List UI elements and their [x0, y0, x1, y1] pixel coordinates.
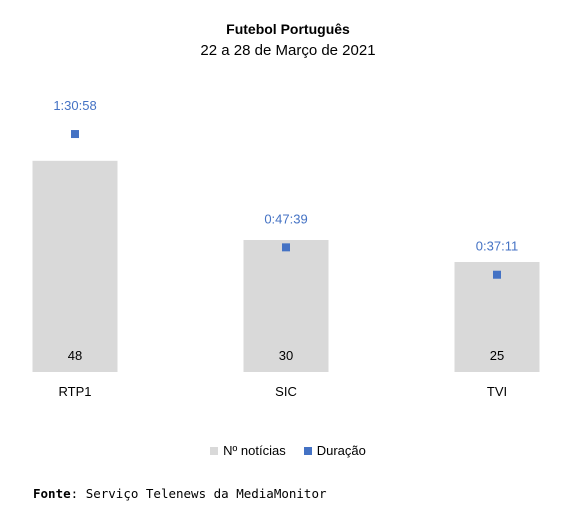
duration-label-sic: 0:47:39	[264, 211, 307, 226]
legend-swatch-duracao	[303, 446, 312, 455]
bar-sic	[243, 240, 329, 372]
source-label: Fonte	[33, 486, 71, 501]
legend-swatch-noticias	[210, 446, 219, 455]
bar-value-label-rtp1: 48	[68, 348, 82, 363]
chart-subtitle: 22 a 28 de Março de 2021	[200, 42, 376, 59]
category-label-tvi: TVI	[487, 384, 507, 399]
legend-item-noticias: Nº notícias	[210, 443, 286, 458]
legend-label-noticias: Nº notícias	[223, 443, 286, 458]
chart-plot: 48 RTP1 1:30:58 30 SIC 0:47:39 25 TVI 0:37:11	[32, 98, 540, 399]
bar-value-label-sic: 30	[279, 348, 293, 363]
source-note: Fonte: Serviço Telenews da MediaMonitor	[33, 486, 327, 501]
category-label-rtp1: RTP1	[59, 384, 92, 399]
category-label-sic: SIC	[275, 384, 297, 399]
bar-value-label-tvi: 25	[490, 348, 504, 363]
bar-tvi	[454, 262, 540, 372]
duration-marker-sic	[282, 243, 290, 252]
duration-label-tvi: 0:37:11	[476, 239, 518, 254]
duration-label-rtp1: 1:30:58	[53, 98, 96, 113]
bar-rtp1	[32, 160, 118, 372]
chart-legend: Nº notícias Duração	[0, 443, 576, 458]
duration-marker-rtp1	[71, 130, 79, 139]
chart-container: Futebol Português 22 a 28 de Março de 20…	[0, 21, 576, 458]
source-text: : Serviço Telenews da MediaMonitor	[70, 486, 327, 501]
duration-marker-tvi	[493, 270, 501, 279]
legend-label-duracao: Duração	[316, 443, 366, 458]
chart-title: Futebol Português	[226, 21, 350, 37]
legend-item-duracao: Duração	[303, 443, 366, 458]
